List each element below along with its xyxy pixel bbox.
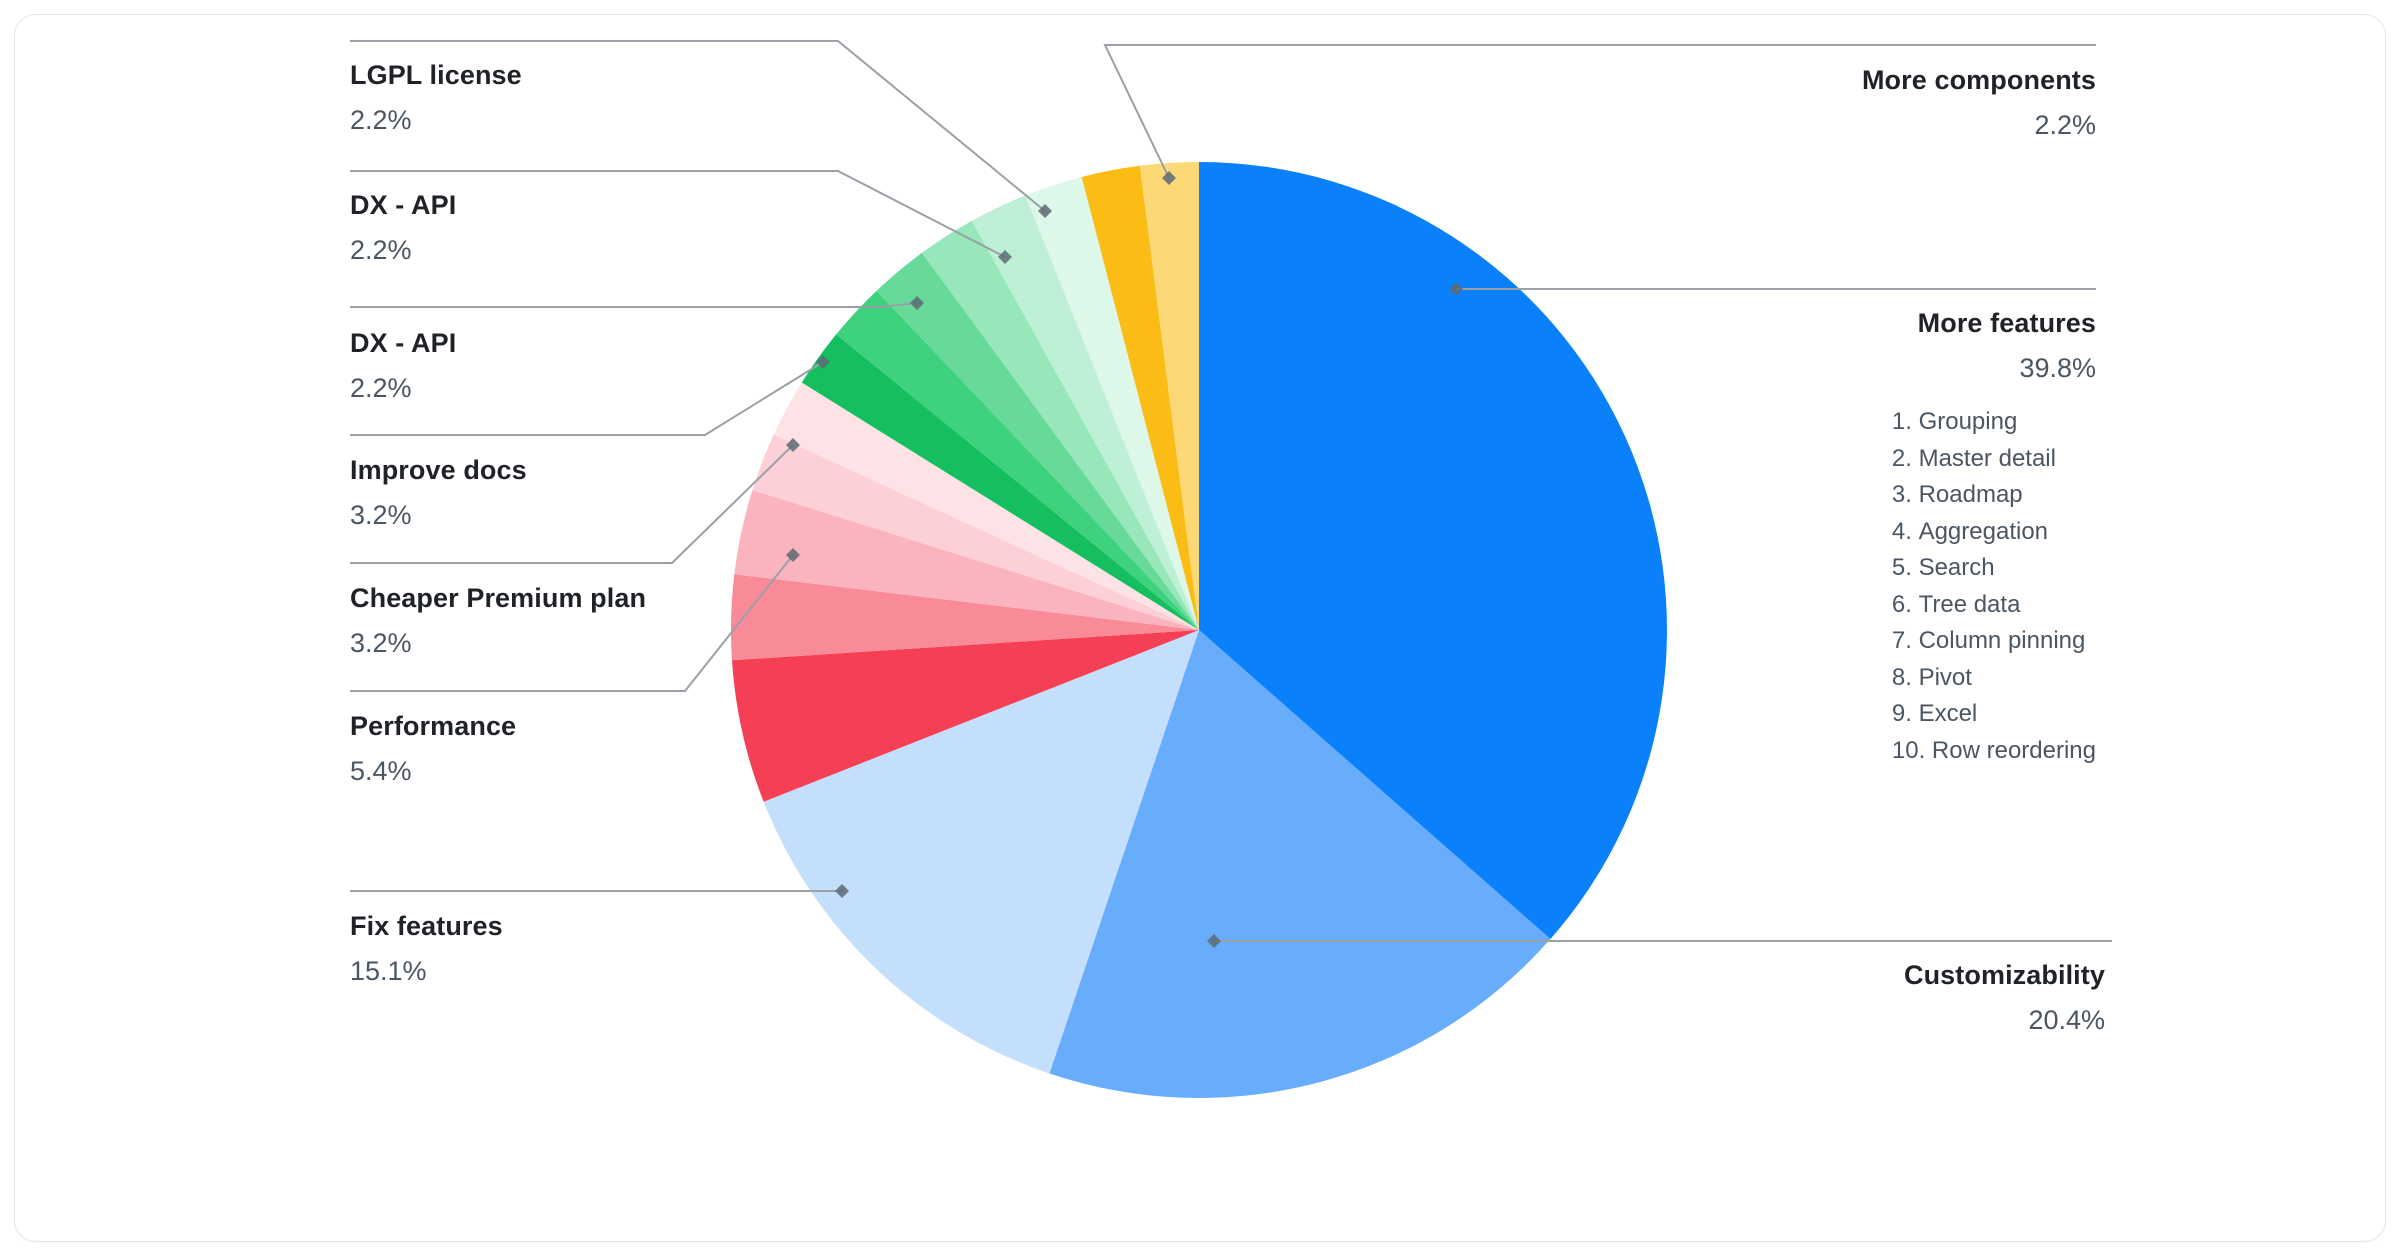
label-name: Improve docs — [350, 455, 527, 485]
leader-line-group — [350, 40, 2112, 942]
label-name: LGPL license — [350, 60, 522, 90]
more-features-item: Roadmap — [1892, 483, 2096, 507]
leader-line-improve-docs — [350, 361, 824, 436]
leader-line-performance — [350, 554, 794, 692]
label-fix-features[interactable]: Fix features 15.1% — [350, 911, 503, 987]
leader-marker-group — [786, 171, 1463, 948]
label-percent: 2.2% — [350, 373, 412, 404]
label-more-features[interactable]: More features 39.8% Grouping Master detai… — [1892, 308, 2096, 775]
leader-marker — [816, 355, 830, 369]
leader-line-more-components — [1103, 44, 2096, 179]
label-percent: 2.2% — [350, 235, 412, 266]
more-features-sublist-wrap: Grouping Master detail Roadmap Aggregation S… — [1892, 384, 2096, 775]
label-improve-docs[interactable]: Improve docs 3.2% — [350, 455, 527, 531]
label-name: Fix features — [350, 911, 503, 941]
pie-slice[interactable] — [971, 195, 1199, 630]
label-percent: 2.2% — [350, 105, 412, 136]
pie-slice[interactable] — [763, 630, 1199, 1074]
leader-marker — [1449, 282, 1463, 296]
label-name: Cheaper Premium plan — [350, 583, 647, 613]
leader-marker — [786, 438, 800, 452]
pie-slice[interactable] — [1025, 176, 1199, 630]
pie-slice[interactable] — [773, 382, 1199, 630]
leader-marker — [786, 548, 800, 562]
label-name: Customizability — [1903, 960, 2105, 990]
label-customizability[interactable]: Customizability 20.4% — [1904, 960, 2105, 1036]
pie-slice-group[interactable] — [730, 161, 1667, 1098]
label-dx-api-2[interactable]: DX - API 2.2% — [350, 328, 456, 404]
more-features-item: Tree data — [1892, 592, 2096, 617]
label-percent: 39.8% — [2019, 353, 2096, 384]
leader-line-lgpl — [350, 40, 1046, 212]
label-percent: 2.2% — [2034, 110, 2096, 141]
pie-slice[interactable] — [801, 334, 1199, 630]
label-percent: 20.4% — [2028, 1005, 2105, 1036]
pie-slice[interactable] — [731, 630, 1199, 802]
more-features-item: Grouping — [1892, 410, 2096, 434]
more-features-item: Pivot — [1892, 665, 2096, 690]
pie-slice[interactable] — [730, 574, 1199, 661]
leader-marker — [1038, 204, 1052, 218]
label-name: DX - API — [350, 328, 457, 358]
label-name: DX - API — [350, 190, 457, 220]
label-cheaper-premium-plan[interactable]: Cheaper Premium plan 3.2% — [350, 583, 646, 659]
label-percent: 3.2% — [350, 500, 412, 531]
pie-slice[interactable] — [1199, 162, 1667, 940]
more-features-item: Column pinning — [1892, 629, 2096, 653]
label-percent: 5.4% — [350, 756, 412, 787]
more-features-item: Search — [1892, 556, 2096, 580]
leader-line-dx-api-2 — [350, 302, 918, 308]
label-name: Performance — [350, 711, 517, 741]
more-features-item: Aggregation — [1892, 519, 2096, 544]
label-lgpl-license[interactable]: LGPL license 2.2% — [350, 60, 522, 136]
pie-slice[interactable] — [876, 252, 1199, 630]
pie-slice[interactable] — [836, 290, 1199, 630]
more-features-sublist: Grouping Master detail Roadmap Aggregation S… — [1892, 410, 2096, 775]
label-performance[interactable]: Performance 5.4% — [350, 711, 516, 787]
leader-line-dx-api-1 — [350, 170, 1006, 258]
label-name: More components — [1861, 65, 2096, 95]
more-features-item: Excel — [1892, 702, 2096, 726]
pie-slice[interactable] — [1139, 161, 1199, 630]
label-percent: 3.2% — [350, 628, 412, 659]
leader-marker — [835, 884, 849, 898]
pie-slice[interactable] — [1049, 630, 1551, 1098]
pie-slice[interactable] — [734, 490, 1199, 630]
pie-slice[interactable] — [752, 434, 1199, 630]
leader-marker — [1207, 934, 1221, 948]
label-dx-api-1[interactable]: DX - API 2.2% — [350, 190, 456, 266]
label-name: More features — [1917, 308, 2096, 338]
pie-slice[interactable] — [921, 220, 1199, 630]
more-features-item: Master detail — [1892, 446, 2096, 471]
label-more-components[interactable]: More components 2.2% — [1862, 65, 2096, 141]
leader-marker — [998, 250, 1012, 264]
leader-marker — [910, 296, 924, 310]
label-percent: 15.1% — [350, 956, 427, 987]
leader-marker — [1162, 171, 1176, 185]
pie-slice[interactable] — [1081, 165, 1199, 630]
more-features-item: Row reordering — [1892, 738, 2096, 763]
leader-line-cheaper-premium — [350, 444, 794, 564]
